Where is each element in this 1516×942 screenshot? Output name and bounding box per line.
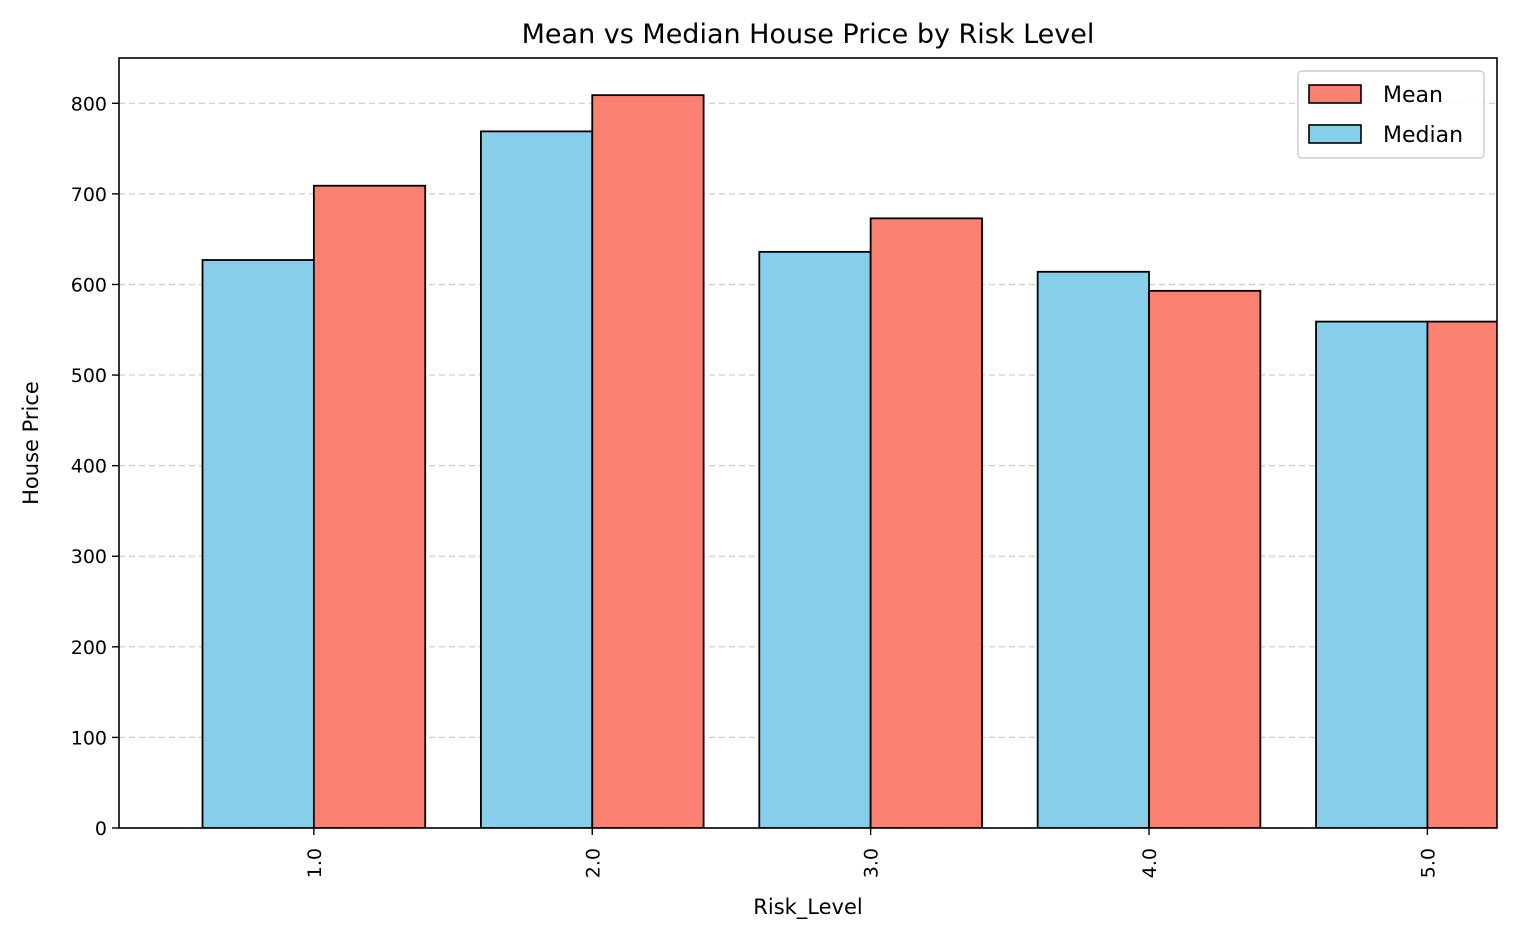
plot-frame <box>118 57 1498 829</box>
bar-mean-2 <box>869 217 983 828</box>
bar-median-1 <box>479 130 594 828</box>
y-axis: 0 100 200 300 400 500 600 700 800 <box>71 93 119 840</box>
bar-mean-0 <box>312 184 427 828</box>
y-tick-label: 500 <box>71 365 107 387</box>
y-tick-label: 400 <box>71 456 107 478</box>
y-axis-label: House Price <box>19 381 43 505</box>
legend: Mean Median <box>1297 70 1485 159</box>
x-tick-label: 1.0 <box>304 848 326 878</box>
x-tick-label: 2.0 <box>582 848 604 878</box>
bar-median-2 <box>758 250 872 828</box>
x-axis: 1.0 2.0 3.0 4.0 5.0 <box>304 828 1439 878</box>
bars <box>201 94 1497 828</box>
y-tick-label: 200 <box>71 637 107 659</box>
legend-label-mean: Mean <box>1383 83 1443 108</box>
legend-label-median: Median <box>1383 123 1463 148</box>
y-tick-label: 600 <box>71 274 107 296</box>
y-tick-label: 700 <box>71 184 107 206</box>
x-tick-label: 4.0 <box>1139 848 1161 878</box>
y-tick-label: 800 <box>71 93 107 115</box>
bar-mean-4 <box>1426 320 1497 828</box>
bar-median-3 <box>1036 270 1150 828</box>
legend-swatch-mean <box>1308 84 1362 104</box>
chart-title: Mean vs Median House Price by Risk Level <box>522 19 1095 50</box>
x-tick-label: 5.0 <box>1417 848 1439 878</box>
bar-mean-3 <box>1148 289 1262 828</box>
bar-median-0 <box>201 259 315 828</box>
bar-group <box>201 94 1497 828</box>
y-tick-label: 300 <box>71 546 107 568</box>
legend-swatch-median <box>1308 124 1362 144</box>
bar-median-4 <box>1315 320 1429 828</box>
y-tick-label: 100 <box>71 727 107 749</box>
y-tick-label: 0 <box>95 818 107 840</box>
bar-mean-1 <box>591 94 705 828</box>
x-axis-label: Risk_Level <box>753 895 862 920</box>
x-tick-label: 3.0 <box>861 848 883 878</box>
